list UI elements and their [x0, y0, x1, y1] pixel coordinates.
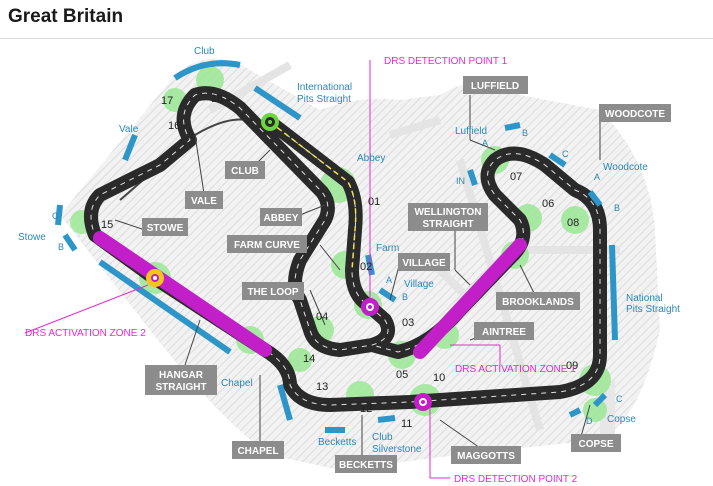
label-woodcote: WOODCOTE — [605, 109, 665, 120]
place-international: International — [297, 82, 352, 93]
label-village: VILLAGE — [402, 258, 446, 269]
label-the-loop: THE LOOP — [247, 287, 298, 298]
label-luffield: LUFFIELD — [471, 81, 519, 92]
place-international-pits-straight: Pits Straight — [297, 94, 351, 105]
drs-zone-1 — [413, 238, 527, 359]
place-silverstone: Silverstone — [372, 444, 422, 455]
turn-09: 09 — [566, 360, 578, 372]
place-national: National — [626, 293, 663, 304]
turn-14: 14 — [303, 353, 315, 365]
turn-02: 02 — [360, 261, 372, 273]
place-vale: Vale — [119, 124, 139, 135]
turn-15: 15 — [101, 219, 113, 231]
zone-in: IN — [456, 176, 465, 186]
label-hangar-straight: STRAIGHT — [155, 382, 206, 393]
start-finish-icon — [261, 113, 279, 131]
zone-b-luffield: B — [522, 128, 528, 138]
label-abbey: ABBEY — [263, 213, 298, 224]
zone-c-copse: C — [616, 394, 623, 404]
turn-05: 05 — [396, 369, 408, 381]
zone-a-woodcote: A — [594, 172, 600, 182]
turn-07: 07 — [510, 171, 522, 183]
turn-16: 16 — [168, 120, 180, 132]
turn-03: 03 — [402, 317, 414, 329]
place-luffield: Luffield — [455, 126, 487, 137]
place-stowe: Stowe — [18, 232, 46, 243]
label-hangar: HANGAR — [159, 370, 204, 381]
label-wellington: WELLINGTON — [414, 207, 481, 218]
turn-13: 13 — [316, 381, 328, 393]
drs-detection-marker-1 — [361, 298, 379, 316]
place-becketts: Becketts — [318, 437, 356, 448]
zone-c-stowe: C — [52, 211, 59, 221]
turn-06: 06 — [542, 198, 554, 210]
label-chapel: CHAPEL — [237, 446, 278, 457]
label-wellington-straight: STRAIGHT — [422, 219, 473, 230]
zone-c-woodcote: C — [562, 149, 569, 159]
place-chapel: Chapel — [221, 378, 253, 389]
place-woodcote: Woodcote — [603, 162, 648, 173]
zone-d-copse: D — [586, 416, 593, 426]
drs-activation-marker-2 — [146, 269, 164, 287]
zone-b-woodcote: B — [614, 203, 620, 213]
title-divider — [0, 38, 713, 39]
turn-numbers: 01 02 03 04 05 06 07 08 09 10 11 12 13 1… — [101, 93, 579, 430]
drs-zone-2 — [93, 231, 272, 357]
place-club-corner: Club — [372, 432, 393, 443]
drs-activation-zone-2-label: DRS ACTIVATION ZONE 2 — [25, 328, 146, 339]
drs-leader-lines — [24, 60, 501, 479]
drs-detection-point-1-label: DRS DETECTION POINT 1 — [384, 56, 508, 67]
zone-a-luffield: A — [482, 138, 488, 148]
place-farm: Farm — [376, 243, 399, 254]
place-abbey: Abbey — [357, 153, 385, 164]
turn-18: 18 — [211, 93, 223, 105]
zone-b-stowe: B — [58, 242, 64, 252]
label-aintree: AINTREE — [482, 327, 526, 338]
place-club: Club — [194, 46, 215, 57]
leader-lines — [114, 95, 601, 458]
turn-10: 10 — [433, 372, 445, 384]
turn-08: 08 — [567, 217, 579, 229]
label-maggotts: MAGGOTTS — [457, 451, 515, 462]
drs-labels: DRS DETECTION POINT 1 DRS ACTIVATION ZON… — [25, 56, 578, 485]
corner-labels: LUFFIELD WOODCOTE CLUB VALE ABBEY STOWE … — [142, 76, 671, 473]
label-vale: VALE — [191, 196, 217, 207]
turn-17: 17 — [161, 95, 173, 107]
zone-b-village: B — [402, 292, 408, 302]
zone-letters: A B C A B IN A B C D B C — [52, 128, 623, 426]
label-becketts: BECKETTS — [339, 460, 393, 471]
turn-11: 11 — [401, 418, 412, 430]
track-centerline — [90, 92, 601, 406]
place-labels: Club International Pits Straight Abbey L… — [18, 46, 680, 455]
zone-a-farm: A — [386, 275, 392, 285]
drs-detection-point-2-label: DRS DETECTION POINT 2 — [454, 474, 578, 485]
turn-12: 12 — [360, 403, 372, 415]
label-brooklands: BROOKLANDS — [502, 297, 574, 308]
label-farm-curve: FARM CURVE — [234, 240, 300, 251]
page-title: Great Britain — [8, 6, 124, 27]
place-copse: Copse — [607, 414, 636, 425]
drs-detection-marker-2 — [414, 393, 432, 411]
kerbs — [55, 60, 618, 433]
label-stowe: STOWE — [147, 223, 184, 234]
drs-detection-line-1 — [269, 121, 357, 271]
label-club: CLUB — [231, 166, 259, 177]
place-national-pits-straight: Pits Straight — [626, 304, 680, 315]
drs-activation-zone-1-label: DRS ACTIVATION ZONE 1 — [455, 364, 576, 375]
label-copse: COPSE — [578, 439, 613, 450]
place-village: Village — [404, 279, 434, 290]
turn-04: 04 — [316, 311, 328, 323]
turn-01: 01 — [368, 196, 380, 208]
